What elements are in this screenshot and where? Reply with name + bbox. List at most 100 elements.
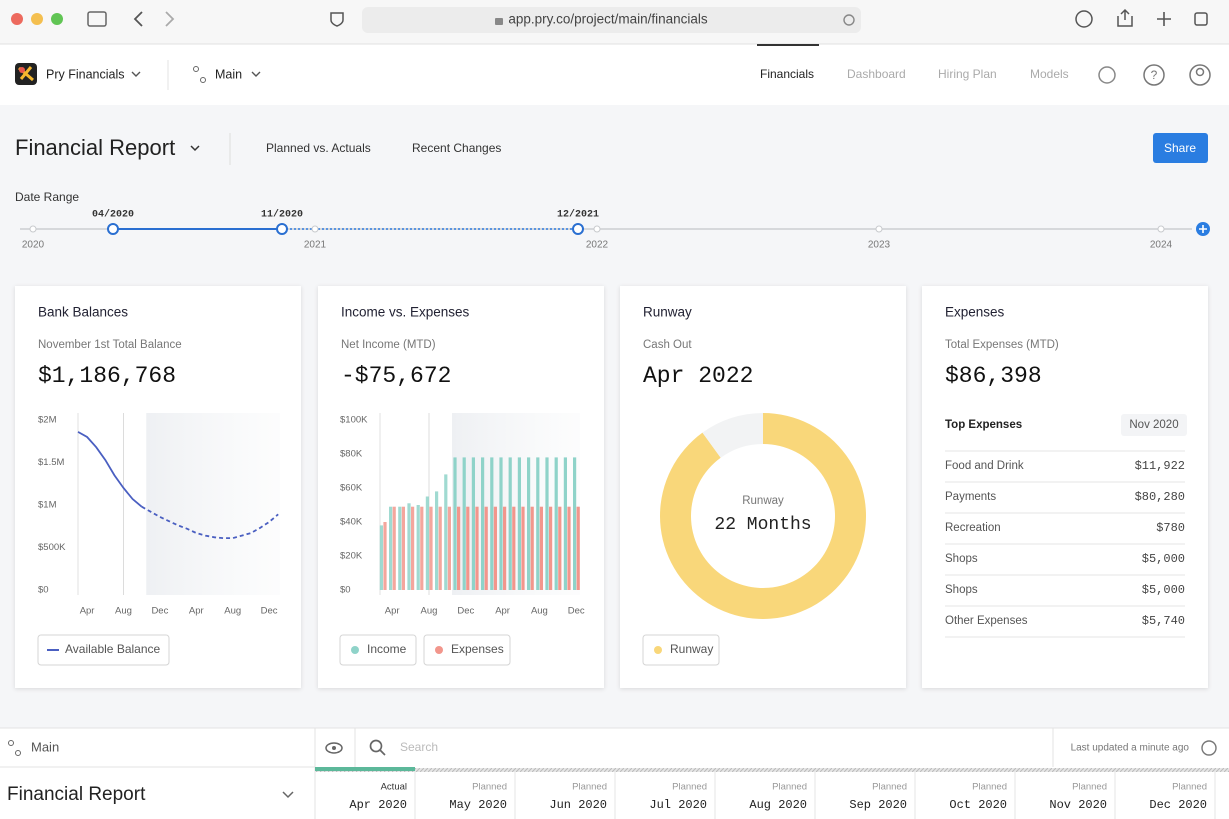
legend-button[interactable] bbox=[339, 634, 417, 666]
history-icon[interactable] bbox=[1201, 740, 1217, 756]
bar bbox=[425, 496, 429, 590]
tabs-icon[interactable] bbox=[1194, 12, 1208, 26]
bar bbox=[558, 506, 562, 590]
column-status: Planned bbox=[772, 782, 807, 793]
y-tick-label: $1M bbox=[38, 500, 57, 511]
card-subtitle: Cash Out bbox=[643, 339, 692, 351]
expense-amount: $11,922 bbox=[1135, 459, 1185, 473]
back-icon[interactable] bbox=[133, 11, 143, 27]
bar bbox=[567, 506, 571, 590]
range-marker: 04/2020 bbox=[92, 209, 134, 221]
range-handle[interactable] bbox=[107, 223, 119, 235]
lock-icon bbox=[495, 18, 503, 25]
bar bbox=[503, 506, 507, 590]
bar bbox=[576, 506, 580, 590]
period-chip[interactable] bbox=[1121, 414, 1187, 436]
bar bbox=[411, 506, 415, 590]
legend-button[interactable] bbox=[423, 634, 511, 666]
header-link[interactable]: Recent Changes bbox=[412, 141, 501, 155]
zoom-button[interactable] bbox=[51, 13, 63, 25]
chevron bbox=[251, 71, 261, 77]
account-icon[interactable] bbox=[1189, 64, 1211, 86]
x-tick-label: Dec bbox=[151, 606, 168, 617]
x-tick-label: Aug bbox=[115, 606, 132, 617]
bar bbox=[539, 506, 543, 590]
reload-icon[interactable] bbox=[843, 14, 855, 26]
bar bbox=[389, 506, 393, 590]
legend-swatch bbox=[654, 646, 662, 654]
bar bbox=[508, 457, 512, 590]
bar bbox=[475, 506, 479, 590]
minimize-button[interactable] bbox=[31, 13, 43, 25]
close-button[interactable] bbox=[11, 13, 23, 25]
x-tick-label: Aug bbox=[224, 606, 241, 617]
search-input[interactable]: Search bbox=[400, 740, 438, 754]
donut-segment bbox=[659, 413, 866, 619]
bar bbox=[466, 506, 470, 590]
card-subtitle: Total Expenses (MTD) bbox=[945, 339, 1059, 351]
chevron bbox=[282, 791, 294, 799]
nav-tab[interactable]: Models bbox=[1030, 67, 1069, 81]
new-tab-icon[interactable] bbox=[1157, 12, 1171, 26]
forward-icon[interactable] bbox=[165, 11, 175, 27]
x-tick-label: Apr bbox=[385, 606, 400, 617]
range-handle[interactable] bbox=[572, 223, 584, 235]
share-button[interactable] bbox=[1153, 133, 1208, 163]
column-status: Planned bbox=[972, 782, 1007, 793]
y-tick-label: $500K bbox=[38, 542, 66, 553]
legend-button[interactable] bbox=[37, 634, 170, 666]
bar bbox=[457, 506, 461, 590]
bar bbox=[407, 503, 411, 590]
bar bbox=[383, 522, 387, 590]
card bbox=[922, 286, 1208, 688]
page-title[interactable]: Financial Report bbox=[15, 135, 175, 160]
donut-center-label: Runway bbox=[742, 495, 784, 507]
url-box[interactable] bbox=[362, 7, 861, 33]
expense-name: Other Expenses bbox=[945, 615, 1028, 627]
card-headline: $86,398 bbox=[945, 363, 1042, 389]
workspace[interactable]: Pry Financials bbox=[46, 67, 125, 81]
eye-icon[interactable] bbox=[325, 742, 343, 754]
bottom-branch[interactable]: Main bbox=[31, 739, 59, 754]
x-tick-label: Apr bbox=[495, 606, 510, 617]
x-tick-label: Dec bbox=[457, 606, 474, 617]
logo-dot bbox=[19, 67, 25, 73]
bar bbox=[563, 457, 567, 590]
column-month: Aug 2020 bbox=[749, 798, 807, 812]
shield-icon[interactable] bbox=[330, 12, 344, 27]
balance-line bbox=[77, 431, 143, 508]
branch-icon bbox=[200, 77, 206, 83]
bar bbox=[536, 457, 540, 590]
bottom-title[interactable]: Financial Report bbox=[7, 784, 146, 805]
bar bbox=[420, 506, 424, 590]
legend-button[interactable] bbox=[642, 634, 720, 666]
bar bbox=[512, 506, 516, 590]
branch[interactable]: Main bbox=[215, 67, 242, 81]
last-updated: Last updated a minute ago bbox=[1071, 743, 1190, 754]
year-tick bbox=[311, 225, 319, 233]
share-icon[interactable] bbox=[1117, 8, 1133, 27]
bar bbox=[521, 506, 525, 590]
x-tick-label: Apr bbox=[80, 606, 95, 617]
column-status: Planned bbox=[672, 782, 707, 793]
column-month: Jul 2020 bbox=[649, 798, 707, 812]
header-link[interactable]: Planned vs. Actuals bbox=[266, 141, 371, 155]
column-month: Dec 2020 bbox=[1149, 798, 1207, 812]
year-tick bbox=[29, 225, 37, 233]
download-icon[interactable] bbox=[1075, 10, 1093, 28]
range-marker: 11/2020 bbox=[261, 209, 303, 221]
y-tick-label: $20K bbox=[340, 551, 363, 562]
nav-tab[interactable]: Financials bbox=[760, 67, 814, 81]
year-tick bbox=[1157, 225, 1165, 233]
nav-tab[interactable]: Hiring Plan bbox=[938, 67, 997, 81]
column-month: Oct 2020 bbox=[949, 798, 1007, 812]
bar bbox=[453, 457, 457, 590]
nav-tab[interactable]: Dashboard bbox=[847, 67, 906, 81]
help-icon[interactable] bbox=[1143, 64, 1165, 86]
history-icon[interactable] bbox=[1098, 66, 1116, 84]
column-status: Planned bbox=[872, 782, 907, 793]
bar bbox=[471, 457, 475, 590]
sidebar-icon[interactable] bbox=[87, 11, 107, 27]
bar bbox=[435, 491, 439, 590]
range-handle[interactable] bbox=[276, 223, 288, 235]
